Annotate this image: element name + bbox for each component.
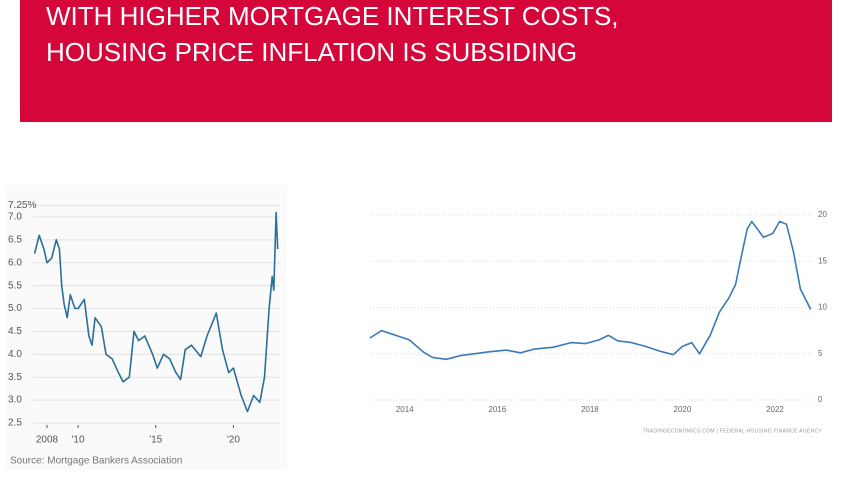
y-tick-label: 5.0 [8, 303, 22, 314]
source-note: TRADINGECONOMICS.COM | FEDERAL HOUSING F… [642, 428, 822, 434]
x-tick-label: 2016 [488, 405, 506, 414]
x-tick-label: 2018 [581, 405, 599, 414]
y-tick-label: 3.5 [8, 372, 22, 383]
title-line: WITH HIGHER MORTGAGE INTEREST COSTS, [46, 1, 619, 31]
y-tick-label: 5 [818, 349, 823, 358]
x-tick-label: 2022 [766, 405, 784, 414]
data-line [369, 220, 812, 361]
y-tick-label: 3.0 [8, 395, 22, 406]
x-tick-label: 2020 [674, 405, 692, 414]
title-line: HOUSING PRICE INFLATION IS SUBSIDING [46, 37, 577, 67]
data-line [33, 211, 279, 413]
x-tick-label: 2014 [396, 405, 414, 414]
y-tick-label: 10 [818, 303, 827, 312]
source-note: Source: Mortgage Bankers Association [10, 456, 182, 467]
x-tick-label: '15 [149, 435, 162, 446]
title-banner [20, 0, 832, 122]
y-tick-label: 4.0 [8, 349, 22, 360]
y-tick-label: 15 [818, 256, 827, 265]
y-tick-label: 0 [818, 395, 823, 404]
x-tick-label: '10 [72, 435, 85, 446]
y-tick-label: 5.5 [8, 280, 22, 291]
y-tick-label: 7.0 [8, 212, 22, 223]
y-tick-label: 6.0 [8, 257, 22, 268]
x-tick-label: '20 [227, 435, 240, 446]
y-tick-label: 20 [818, 210, 827, 219]
y-tick-label: 7.25% [8, 200, 36, 211]
y-tick-label: 6.5 [8, 234, 22, 245]
x-tick-label: 2008 [36, 435, 59, 446]
y-tick-label: 4.5 [8, 326, 22, 337]
y-tick-label: 2.5 [8, 418, 22, 429]
